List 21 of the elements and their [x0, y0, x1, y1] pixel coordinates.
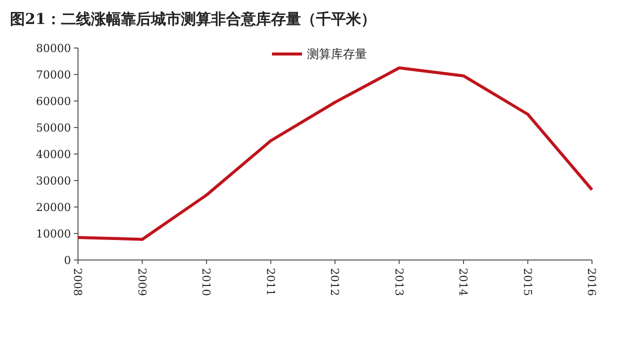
- x-tick-label: 2015: [520, 268, 534, 296]
- y-tick-label: 70000: [36, 68, 71, 82]
- x-tick-label: 2010: [200, 268, 213, 296]
- y-tick-label: 50000: [36, 121, 71, 134]
- y-tick-label: 0: [64, 254, 71, 267]
- legend-label: 测算库存量: [307, 47, 367, 62]
- x-tick-label: 2009: [135, 268, 148, 296]
- x-tick-label: 2008: [71, 268, 84, 296]
- x-tick-label: 2013: [392, 268, 406, 296]
- x-tick-label: 2012: [328, 268, 342, 296]
- chart-title: 图21：二线涨幅靠后城市测算非合意库存量（千平米）: [10, 10, 376, 28]
- y-tick-label: 10000: [36, 227, 71, 240]
- x-tick-label: 2011: [264, 268, 277, 296]
- y-tick-label: 60000: [36, 94, 71, 108]
- y-tick-label: 40000: [36, 148, 71, 161]
- y-tick-label: 80000: [36, 42, 71, 55]
- x-tick-label: 2016: [585, 268, 598, 296]
- y-tick-label: 20000: [36, 200, 71, 214]
- line-series: [76, 66, 594, 241]
- x-tick-label: 2014: [456, 268, 470, 296]
- y-tick-label: 30000: [36, 174, 71, 188]
